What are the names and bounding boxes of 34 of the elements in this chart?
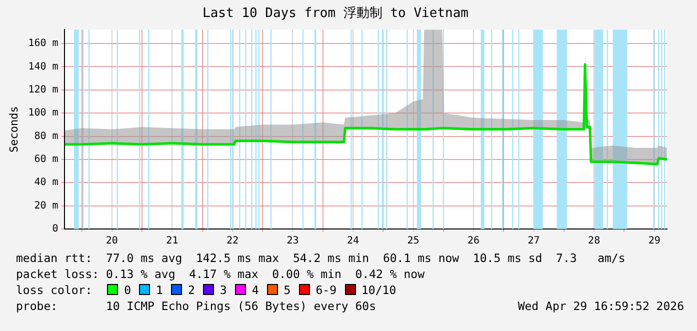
chart-title: Last 10 Days from 浮動制 to Vietnam bbox=[202, 6, 469, 22]
x-tick-label: 26 bbox=[468, 236, 480, 247]
text: 10/10 bbox=[362, 283, 396, 297]
y-tick-label: 20 m bbox=[34, 200, 58, 212]
y-axis-title: Seconds bbox=[7, 106, 20, 152]
y-tick-label: 160 m bbox=[28, 38, 58, 50]
x-tick-label: 23 bbox=[286, 236, 299, 247]
text: median rtt: 77.0 ms avg 142.5 ms max 54.2 ms min 60.1 ms now 10.5 ms sd 7.3 am/s bbox=[16, 250, 626, 266]
y-tick-label: 100 m bbox=[28, 108, 58, 119]
text: 3 bbox=[220, 283, 227, 297]
text: probe: 10 ICMP Echo Pings (56 Bytes) every 60s bbox=[16, 299, 376, 313]
text: 5 bbox=[284, 283, 291, 297]
y-tick-label: 60 m bbox=[34, 154, 58, 166]
text: 4 bbox=[252, 283, 259, 297]
x-tick-label: 25 bbox=[407, 236, 420, 247]
text: Wed Apr 29 16:59:52 2026 bbox=[518, 298, 684, 314]
x-tick-label: 24 bbox=[346, 236, 360, 247]
text: loss color: bbox=[16, 283, 92, 297]
x-tick-label: 20 bbox=[106, 236, 118, 247]
y-tick-label: 40 m bbox=[34, 177, 58, 188]
y-tick-label: 140 m bbox=[28, 61, 58, 72]
x-tick-label: 21 bbox=[166, 236, 178, 247]
x-tick-label: 22 bbox=[226, 236, 238, 247]
text: packet loss: 0.13 % avg 4.17 % max 0.00 % min 0.42 % now bbox=[16, 266, 426, 282]
x-tick-label: 28 bbox=[588, 236, 600, 247]
text: 1 bbox=[156, 283, 163, 297]
y-tick-label: 120 m bbox=[28, 84, 58, 96]
text: 6-9 bbox=[316, 283, 336, 297]
y-tick-label: 80 m bbox=[34, 130, 58, 142]
text: 2 bbox=[188, 283, 195, 297]
x-tick-label: 27 bbox=[528, 236, 540, 247]
text: 0 bbox=[124, 283, 132, 297]
x-tick-label: 29 bbox=[648, 236, 660, 247]
y-tick-label: 0 bbox=[52, 224, 58, 235]
